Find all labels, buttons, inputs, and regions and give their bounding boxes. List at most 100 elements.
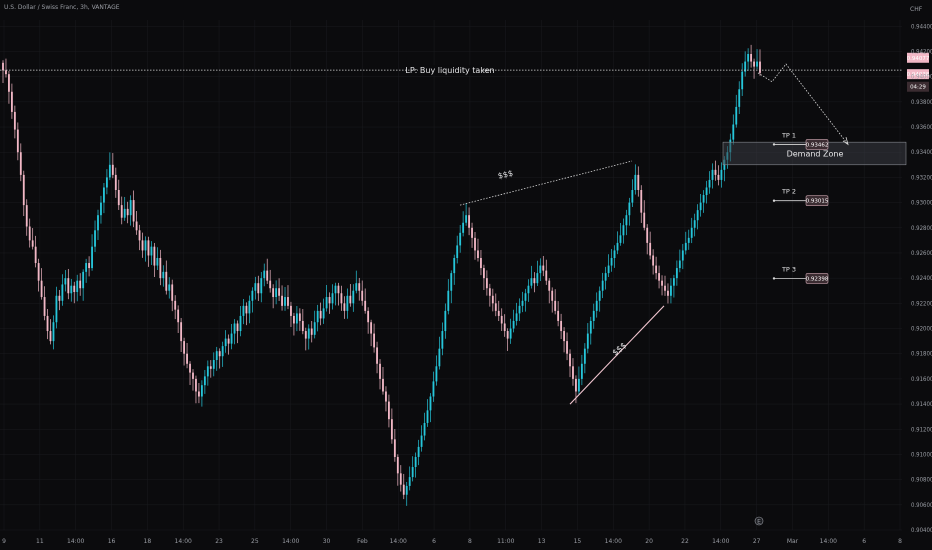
candle-body [509, 328, 512, 339]
x-tick-label: 11:00 [497, 538, 514, 545]
candle-body [756, 61, 758, 67]
candle-body [49, 331, 52, 342]
candle-body [91, 246, 93, 269]
candle-body [732, 124, 735, 140]
candle-body [310, 328, 313, 335]
candle-body [349, 295, 352, 304]
candle-body [171, 284, 174, 301]
candle-body [64, 278, 67, 285]
y-tick-label: 0.92600 [911, 250, 932, 257]
y-tick-label: 0.91200 [911, 426, 932, 433]
x-tick-label: 8 [898, 538, 902, 545]
candle-body [13, 111, 16, 130]
candle-body [5, 70, 7, 75]
candle-body [637, 174, 640, 190]
candle-body [218, 351, 221, 357]
candle-body [560, 320, 563, 332]
y-tick-label: 0.93000 [911, 200, 932, 207]
candle-body [622, 225, 625, 236]
tp-value: 0.93462 [806, 142, 829, 148]
x-tick-label: 18 [144, 538, 152, 545]
x-tick-label: 8 [468, 538, 472, 545]
candle-body [438, 348, 441, 367]
candle-body [696, 210, 699, 221]
candle-body [744, 61, 747, 72]
projected-path [757, 63, 849, 145]
candle-body [382, 378, 384, 392]
candle-body [628, 202, 631, 216]
candle-body [441, 331, 444, 349]
candle-body [150, 246, 153, 256]
candle-body [257, 283, 260, 294]
candle-body [370, 322, 373, 334]
candle-body [447, 290, 450, 311]
x-tick-label: 14:00 [282, 538, 299, 545]
candle-body [206, 366, 209, 377]
candle-body [488, 288, 491, 296]
x-tick-label: 25 [251, 538, 259, 545]
candle-body [325, 297, 328, 309]
candle-body [625, 215, 628, 226]
candle-body [367, 310, 370, 323]
candle-body [307, 328, 310, 339]
candle-body [316, 310, 319, 323]
candle-body [655, 265, 658, 274]
candle-body [248, 300, 251, 314]
candle-body [607, 265, 610, 274]
x-tick-label: 14:00 [820, 538, 837, 545]
candle-body [43, 297, 46, 316]
candle-body [465, 215, 468, 223]
candle-body [402, 484, 405, 495]
candle-body [524, 293, 527, 301]
candle-body [373, 333, 375, 348]
candle-body [747, 54, 750, 62]
projected-arrow [842, 137, 849, 146]
tp-value-box [805, 139, 829, 150]
candle-body [70, 285, 73, 294]
candle-body [711, 169, 714, 180]
candle-body [753, 61, 755, 67]
candle-body [269, 280, 272, 289]
candle-body [236, 323, 239, 332]
candle-body [684, 242, 687, 251]
candle-body [708, 179, 711, 188]
candle-body [741, 71, 744, 90]
candle-body [631, 190, 634, 203]
time-axis[interactable]: 9 11 14:00 16 18 14:00 23 25 14:00 30 Feb 14:00 6 8 11… [2, 538, 902, 545]
candle-body [67, 278, 70, 294]
candle-body [699, 202, 702, 211]
candle-body [604, 273, 607, 281]
tp-dot [772, 143, 776, 146]
candle-body [88, 263, 91, 269]
candle-body [355, 283, 358, 291]
candle-body [361, 290, 364, 301]
candle-body [388, 401, 390, 420]
candle-body [174, 300, 177, 310]
candle-body [227, 338, 230, 344]
candle-body [28, 226, 31, 241]
candle-body [690, 227, 693, 238]
tp-label: TP 2 [781, 188, 796, 196]
candle-body [156, 258, 159, 266]
y-tick-label: 0.92200 [911, 300, 932, 307]
candle-body [551, 290, 554, 301]
liquidity-trendline-bottom [569, 305, 665, 405]
price-axis[interactable]: 0.94400 0.94200 0.94000 0.93800 0.93600 0.934… [911, 23, 932, 534]
candle-body [426, 410, 429, 423]
candle-body [272, 288, 275, 298]
price-tag-text: 0.94038 [907, 72, 930, 78]
candle-body [542, 265, 545, 271]
candle-body [548, 280, 551, 291]
x-tick-label: Mar [787, 538, 799, 545]
candle-body [586, 333, 589, 349]
candle-body [456, 245, 459, 258]
x-tick-label: 15 [574, 538, 582, 545]
x-tick-label: 9 [2, 538, 6, 545]
candle-body [215, 351, 218, 360]
candle-body [224, 338, 227, 347]
candle-body [678, 260, 681, 269]
candle-body [536, 273, 539, 284]
candle-body [46, 315, 49, 332]
y-tick-label: 0.92800 [911, 225, 932, 232]
